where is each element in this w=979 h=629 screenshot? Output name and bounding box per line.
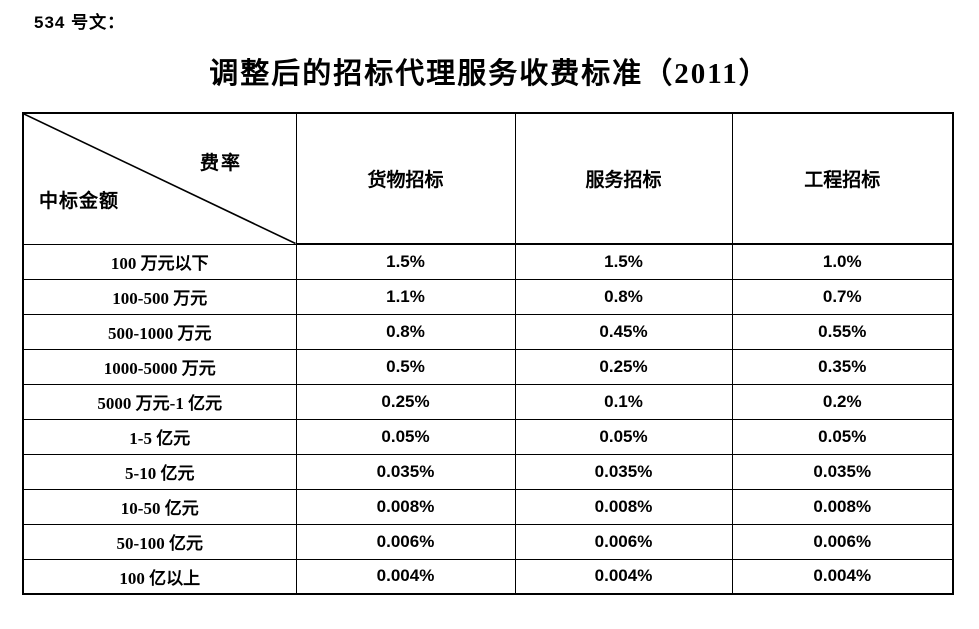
fee-rate-cell: 0.45% [514,313,733,350]
fee-rate-cell: 1.1% [295,278,516,315]
amount-range-cell: 1000-5000 万元 [22,348,297,385]
fee-rate-cell: 0.004% [514,558,733,595]
fee-rate-cell: 1.5% [295,243,516,280]
fee-rate-cell: 0.004% [731,558,954,595]
fee-rate-cell: 0.008% [295,488,516,525]
doc-number: 534 号文： [34,13,126,32]
table-row: 5-10 亿元 0.035% 0.035% 0.035% [22,453,954,490]
fee-rate-cell: 1.0% [731,243,954,280]
fee-rate-cell: 0.006% [514,523,733,560]
table-row: 1000-5000 万元 0.5% 0.25% 0.35% [22,348,954,385]
fee-rate-cell: 0.2% [731,383,954,420]
fee-rate-cell: 0.7% [731,278,954,315]
fee-rate-cell: 0.008% [731,488,954,525]
table-row: 50-100 亿元 0.006% 0.006% 0.006% [22,523,954,560]
fee-rate-cell: 0.25% [514,348,733,385]
corner-label-bid-amount: 中标金额 [39,191,120,212]
fee-rate-cell: 1.5% [514,243,733,280]
column-header-engineering: 工程招标 [731,112,954,245]
fee-standard-table: 费率 中标金额 货物招标 服务招标 工程招标 100 万元以下 1.5% 1.5… [22,112,954,595]
table-row: 100 万元以下 1.5% 1.5% 1.0% [22,243,954,280]
fee-rate-cell: 0.5% [295,348,516,385]
amount-range-cell: 5-10 亿元 [22,453,297,490]
amount-range-cell: 100 万元以下 [22,243,297,280]
column-header-services: 服务招标 [514,112,733,245]
fee-rate-cell: 0.05% [731,418,954,455]
fee-rate-cell: 0.25% [295,383,516,420]
table-row: 500-1000 万元 0.8% 0.45% 0.55% [22,313,954,350]
table-row: 10-50 亿元 0.008% 0.008% 0.008% [22,488,954,525]
table-row: 100 亿以上 0.004% 0.004% 0.004% [22,558,954,595]
amount-range-cell: 50-100 亿元 [22,523,297,560]
table-row: 5000 万元-1 亿元 0.25% 0.1% 0.2% [22,383,954,420]
amount-range-cell: 5000 万元-1 亿元 [22,383,297,420]
fee-rate-cell: 0.035% [514,453,733,490]
fee-rate-cell: 0.05% [295,418,516,455]
column-header-goods: 货物招标 [295,112,516,245]
fee-rate-cell: 0.035% [295,453,516,490]
fee-rate-cell: 0.006% [295,523,516,560]
fee-rate-cell: 0.35% [731,348,954,385]
table-row: 100-500 万元 1.1% 0.8% 0.7% [22,278,954,315]
diagonal-corner-cell: 费率 中标金额 [22,112,297,245]
diagonal-divider-line [24,114,296,244]
fee-rate-cell: 0.035% [731,453,954,490]
fee-rate-cell: 0.008% [514,488,733,525]
fee-rate-cell: 0.8% [514,278,733,315]
fee-rate-cell: 0.05% [514,418,733,455]
fee-rate-cell: 0.55% [731,313,954,350]
amount-range-cell: 100-500 万元 [22,278,297,315]
amount-range-cell: 100 亿以上 [22,558,297,595]
page-title: 调整后的招标代理服务收费标准（2011） [209,58,770,90]
table-row: 1-5 亿元 0.05% 0.05% 0.05% [22,418,954,455]
fee-rate-cell: 0.004% [295,558,516,595]
table-header-row: 费率 中标金额 货物招标 服务招标 工程招标 [22,112,954,245]
fee-rate-cell: 0.1% [514,383,733,420]
amount-range-cell: 10-50 亿元 [22,488,297,525]
fee-rate-cell: 0.006% [731,523,954,560]
amount-range-cell: 1-5 亿元 [22,418,297,455]
corner-label-fee-rate: 费率 [200,153,243,174]
fee-rate-cell: 0.8% [295,313,516,350]
amount-range-cell: 500-1000 万元 [22,313,297,350]
